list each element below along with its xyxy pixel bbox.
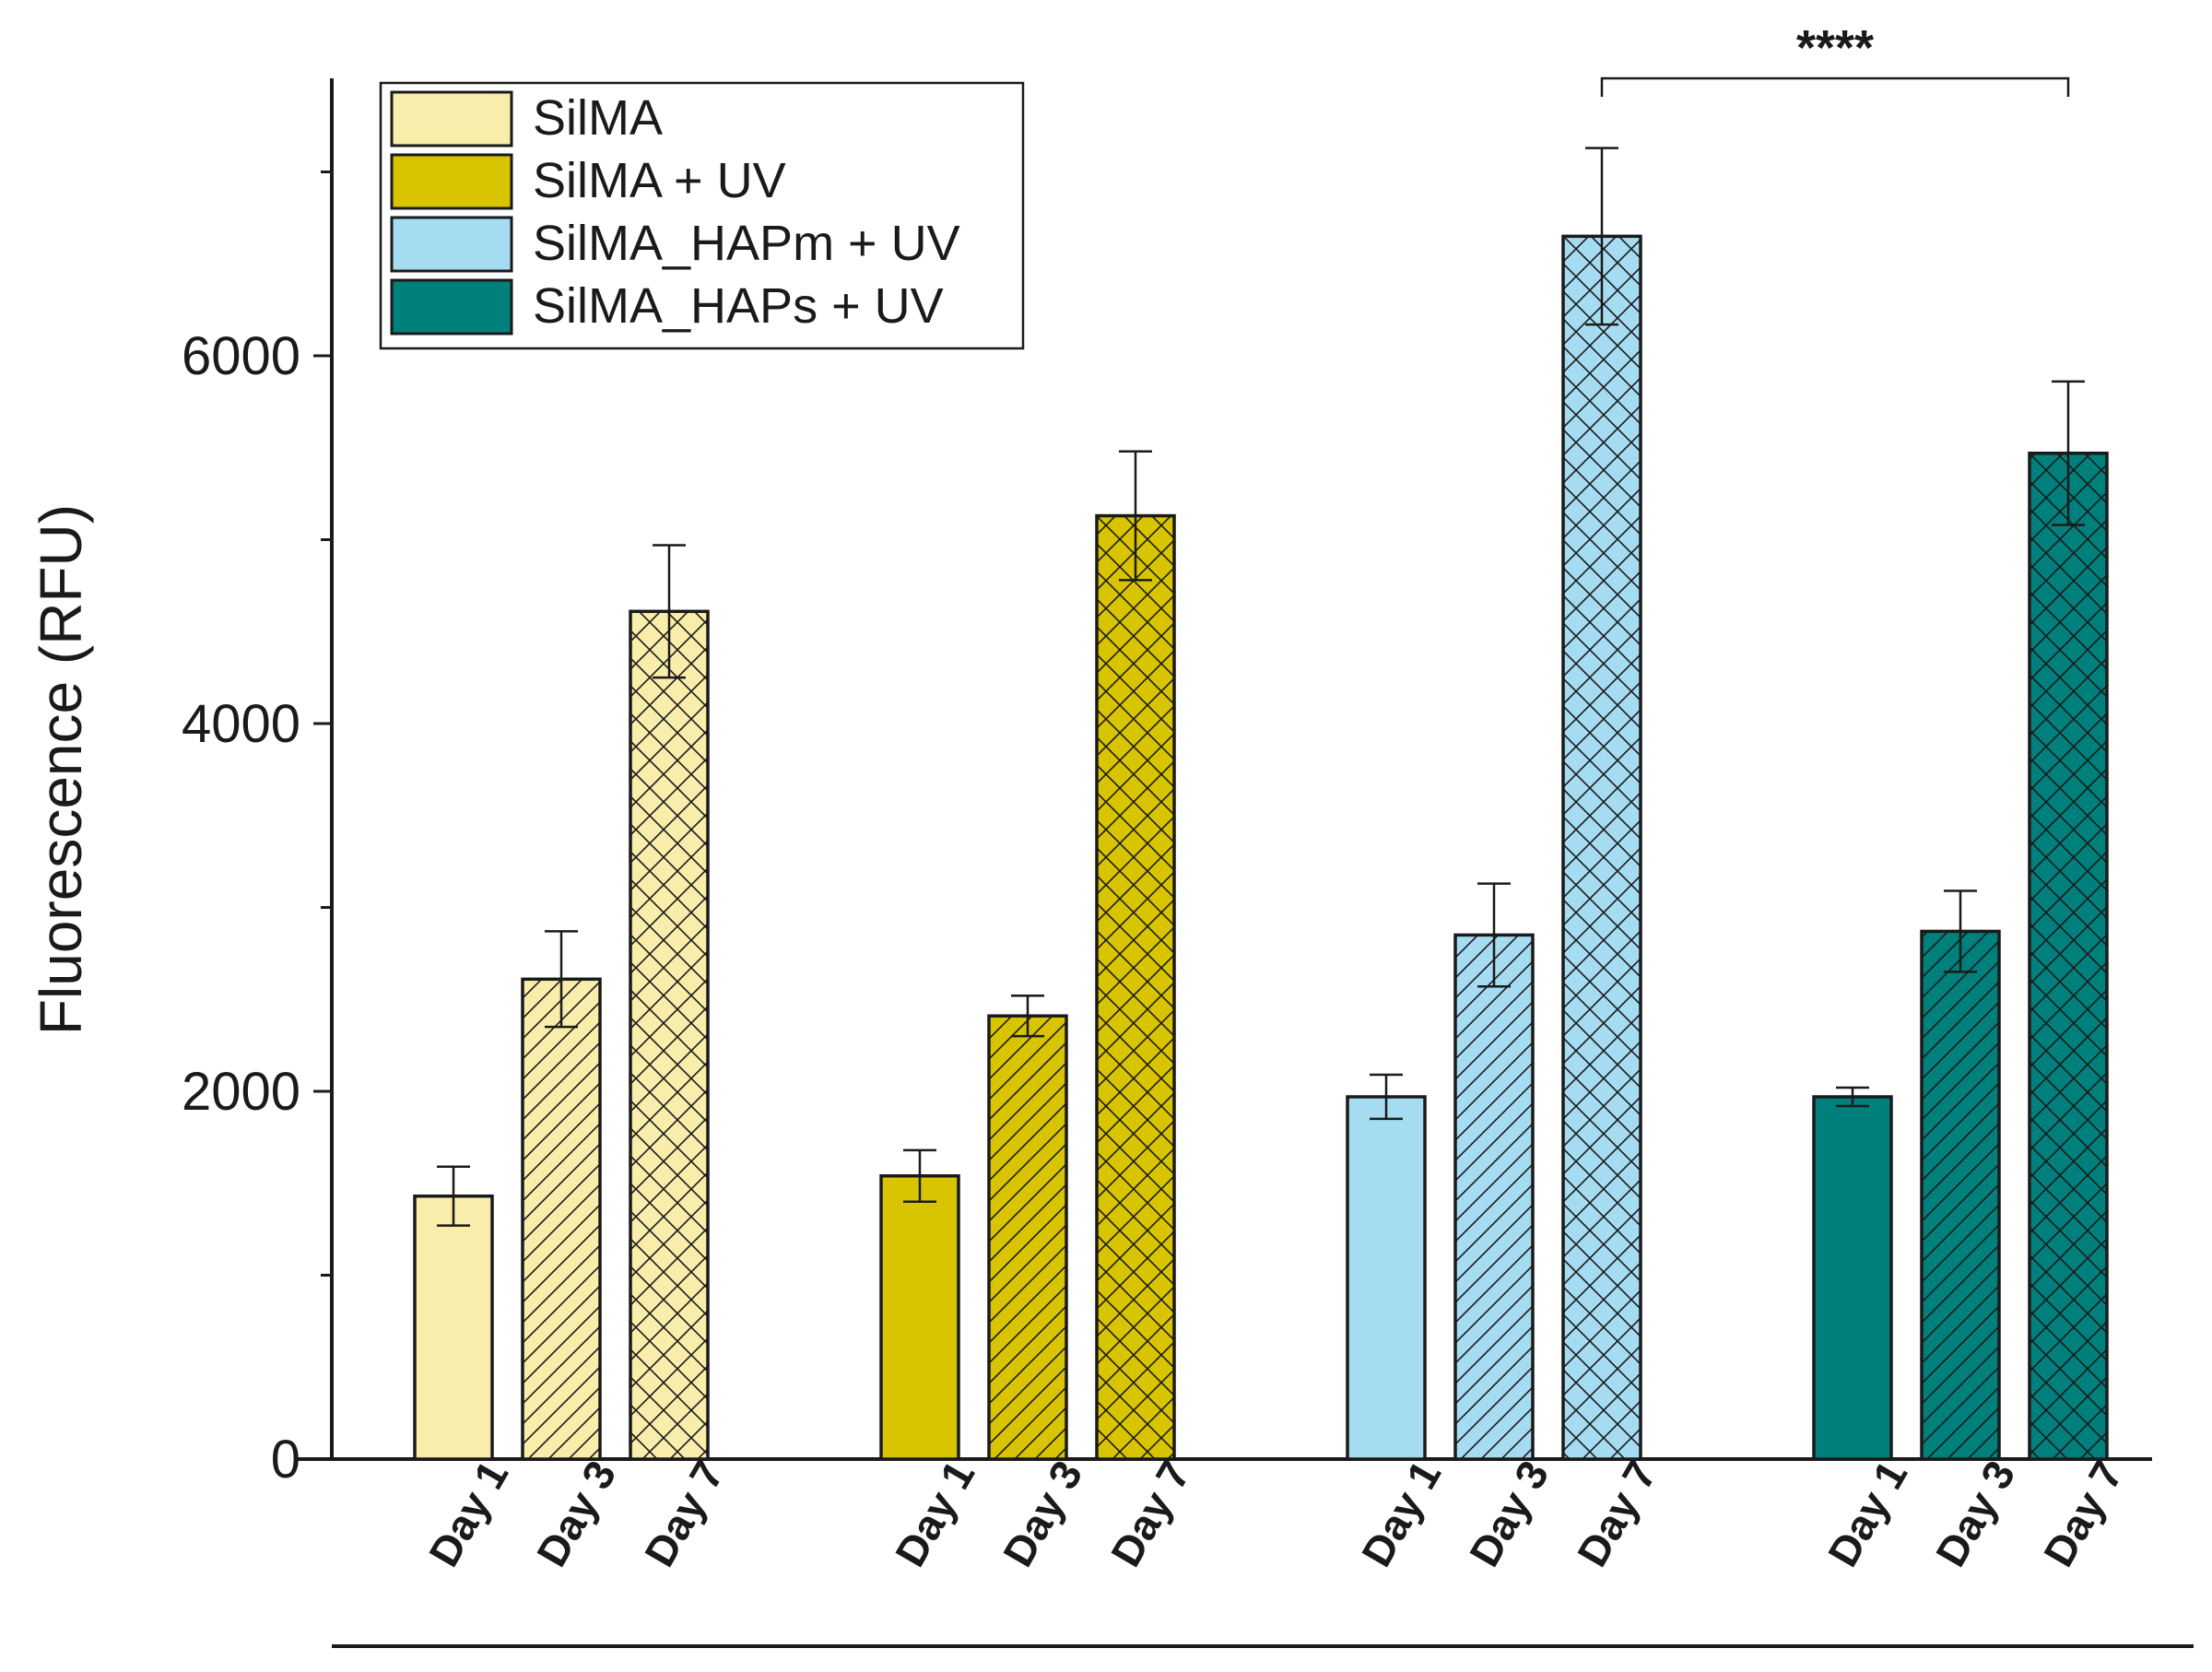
x-tick-label: Day 3: [1460, 1453, 1558, 1574]
legend-swatch-0: [390, 90, 513, 147]
error-bar: [437, 1165, 470, 1227]
error-bar: [1370, 1073, 1403, 1121]
x-tick-label: Day 1: [419, 1453, 517, 1574]
x-tick-labels: Day 1 Day 3 Day 7 Day 1 Day 3 Day 7 Day 1 Day 3…: [419, 1453, 2132, 1574]
bar-pattern: [1455, 935, 1533, 1459]
error-bar: [903, 1148, 936, 1203]
significance-label: ****: [1796, 20, 1874, 76]
bar-2-0: [1347, 1096, 1425, 1459]
x-tick-label: Day 1: [886, 1453, 983, 1574]
y-ticks: 0 2000 4000 6000: [182, 171, 332, 1489]
x-tick-label: Day 7: [1568, 1453, 1665, 1574]
bar-pattern: [2030, 453, 2107, 1459]
bar-3-0: [1814, 1096, 1891, 1459]
legend-label-2: SilMA_HAPm + UV: [533, 216, 960, 271]
error-bar: [653, 544, 686, 679]
error-bar: [1011, 995, 1044, 1038]
legend-swatch-2: [390, 216, 513, 273]
bar-0-0: [415, 1195, 492, 1459]
error-bar: [1944, 889, 1977, 973]
x-tick-label: Day 7: [1101, 1453, 1199, 1574]
error-bars: [437, 147, 2085, 1227]
legend-label-3: SilMA_HAPs + UV: [533, 278, 944, 334]
significance-bracket: [1600, 77, 2070, 97]
error-bar: [2052, 380, 2085, 526]
y-tick-label: 4000: [182, 694, 300, 754]
x-tick-label: Day 1: [1818, 1453, 1916, 1574]
error-bar: [1836, 1086, 1869, 1108]
bar-pattern: [989, 1016, 1066, 1459]
error-bar: [1477, 882, 1511, 988]
legend-label-0: SilMA: [533, 90, 663, 146]
legend-label-1: SilMA + UV: [533, 153, 786, 208]
x-tick-label: Day 1: [1352, 1453, 1450, 1574]
y-axis-label: Fluorescence (RFU): [28, 504, 94, 1035]
bar-pattern: [1097, 515, 1174, 1459]
bar-pattern: [630, 611, 708, 1459]
legend-swatch-3: [390, 278, 513, 336]
x-tick-label: Day 3: [527, 1453, 625, 1574]
x-tick-label: Day 3: [994, 1453, 1091, 1574]
y-tick-label: 6000: [182, 326, 300, 386]
significance-annotation: ****: [1600, 20, 2070, 97]
bar-1-0: [881, 1175, 959, 1459]
x-tick-label: Day 7: [635, 1453, 733, 1574]
x-tick-label: Day 3: [1926, 1453, 2024, 1574]
y-tick-label: 2000: [182, 1062, 300, 1122]
bar-pattern: [1922, 931, 1999, 1459]
bars: [413, 234, 2109, 1461]
y-tick-label: 0: [271, 1430, 300, 1489]
legend-swatch-1: [390, 153, 513, 210]
bar-pattern: [1563, 236, 1641, 1460]
bar-pattern: [523, 979, 600, 1459]
legend: SilMA SilMA + UV SilMA_HAPm + UV SilMA_HAPs…: [379, 81, 1025, 350]
error-bar: [1119, 450, 1152, 582]
error-bar: [545, 930, 578, 1029]
error-bar: [1585, 147, 1618, 326]
x-tick-label: Day 7: [2034, 1453, 2132, 1574]
